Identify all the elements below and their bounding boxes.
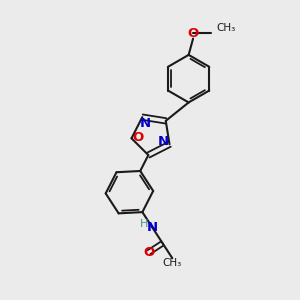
Text: N: N xyxy=(158,135,169,148)
Text: N: N xyxy=(140,117,151,130)
Text: H: H xyxy=(140,219,148,229)
Text: O: O xyxy=(188,27,199,40)
Text: O: O xyxy=(132,131,143,144)
Text: CH₃: CH₃ xyxy=(217,23,236,33)
Text: CH₃: CH₃ xyxy=(163,258,182,268)
Text: N: N xyxy=(146,220,158,234)
Text: O: O xyxy=(143,246,155,259)
